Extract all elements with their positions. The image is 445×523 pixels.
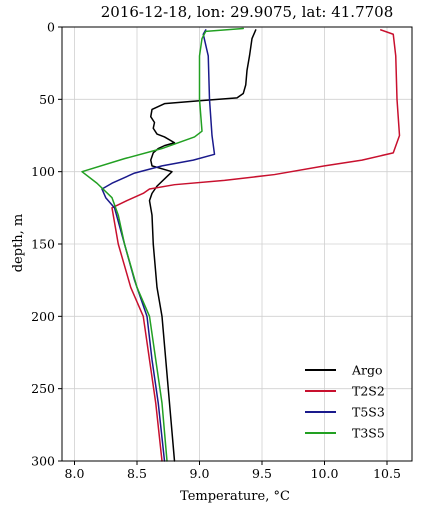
- y-tick-label: 0: [47, 20, 55, 35]
- series-layer: [81, 27, 401, 462]
- x-tick-label: 10.5: [373, 466, 401, 481]
- x-tick-label: 9.0: [190, 466, 210, 481]
- x-tick-label: 10.0: [311, 466, 339, 481]
- x-tick-label: 9.5: [252, 466, 272, 481]
- legend-label: Argo: [351, 363, 383, 378]
- series-line-t2s2: [111, 29, 401, 462]
- x-tick-label: 8.0: [65, 466, 85, 481]
- y-tick-label: 150: [31, 237, 55, 252]
- y-tick-label: 250: [31, 381, 55, 396]
- y-tick-label: 50: [39, 92, 55, 107]
- y-tick-label: 300: [31, 454, 55, 469]
- y-tick-label: 200: [31, 309, 55, 324]
- chart-title: 2016-12-18, lon: 29.9075, lat: 41.7708: [101, 3, 394, 21]
- legend-label: T2S2: [352, 384, 385, 399]
- y-tick-label: 100: [31, 164, 55, 179]
- y-axis: 0 50 100 150 200 250 300: [31, 20, 62, 469]
- legend-label: T5S3: [352, 405, 385, 420]
- x-axis: 8.0 8.5 9.0 9.5 10.0 10.5: [65, 461, 401, 481]
- legend-label: T3S5: [352, 426, 385, 441]
- series-line-argo: [148, 29, 257, 462]
- x-axis-label: Temperature, °C: [180, 489, 290, 504]
- legend: Argo T2S2 T5S3 T3S5: [305, 363, 385, 441]
- series-line-t5s3: [101, 29, 216, 462]
- y-axis-label: depth, m: [11, 214, 26, 273]
- x-tick-label: 8.5: [127, 466, 147, 481]
- series-line-t3s5: [81, 27, 244, 462]
